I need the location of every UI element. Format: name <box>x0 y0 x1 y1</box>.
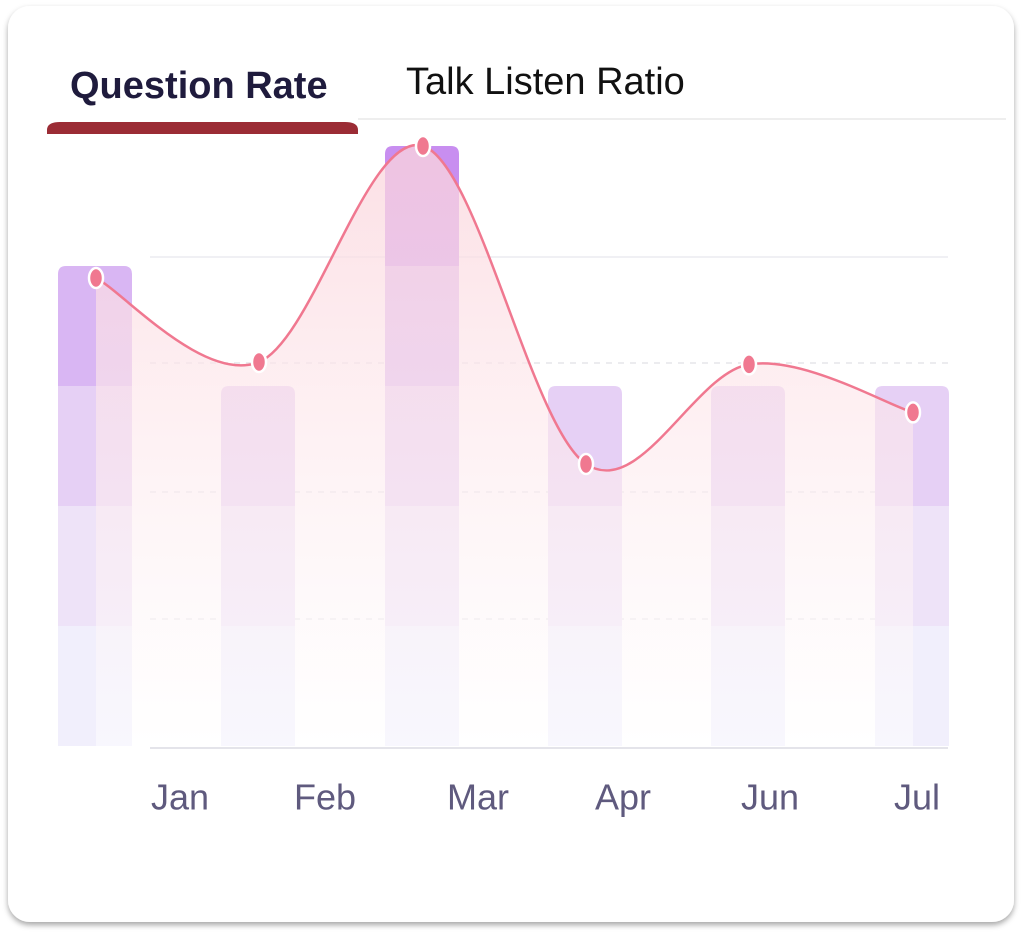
line-point <box>904 401 922 424</box>
x-tick-label: Jan <box>151 777 209 818</box>
x-tick-label: Apr <box>595 777 651 818</box>
line-point <box>250 350 268 374</box>
line-area <box>96 145 913 746</box>
line-point <box>87 266 105 290</box>
line-point <box>414 134 432 158</box>
tab-active[interactable]: Question Rate <box>70 65 328 107</box>
plot <box>58 134 949 746</box>
line-point <box>577 452 595 476</box>
x-tick-label: Jul <box>894 777 940 818</box>
x-tick-label: Mar <box>447 777 509 818</box>
x-tick-label: Feb <box>294 777 356 818</box>
tab[interactable]: Talk Listen Ratio <box>406 61 685 103</box>
tab-indicator <box>47 122 358 134</box>
line-point <box>740 353 758 376</box>
x-tick-label: Jun <box>741 777 799 818</box>
